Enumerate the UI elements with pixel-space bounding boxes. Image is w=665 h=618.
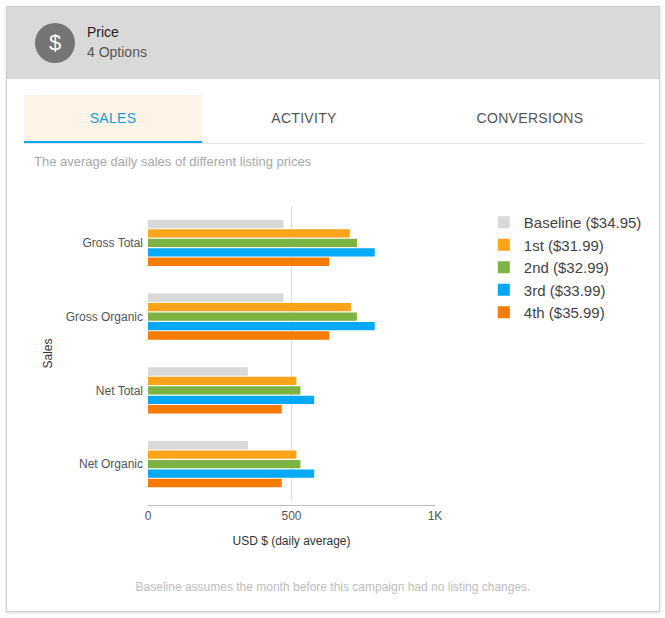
svg-text:0: 0 <box>145 509 152 523</box>
svg-text:1st ($31.99): 1st ($31.99) <box>524 237 604 254</box>
svg-text:USD $ (daily average): USD $ (daily average) <box>232 534 350 548</box>
svg-text:3rd ($33.99): 3rd ($33.99) <box>524 282 606 299</box>
svg-text:1K: 1K <box>428 509 443 523</box>
html-text:ACTIVITY: ACTIVITY <box>271 110 337 126</box>
svg-text:4th ($35.99): 4th ($35.99) <box>524 304 605 321</box>
html-text:Baseline assumes the month bef: Baseline assumes the month before this c… <box>135 580 531 594</box>
svg-text:Gross Organic: Gross Organic <box>66 310 143 324</box>
svg-text:Net Organic: Net Organic <box>79 457 143 471</box>
html-text:Price: Price <box>87 24 119 40</box>
html-text:CONVERSIONS: CONVERSIONS <box>476 110 584 126</box>
html-text:SALES: SALES <box>89 110 137 126</box>
svg-text:Baseline ($34.95): Baseline ($34.95) <box>524 214 642 231</box>
svg-text:Gross Total: Gross Total <box>83 236 143 250</box>
svg-text:Net Total: Net Total <box>96 384 143 398</box>
svg-text:500: 500 <box>281 509 301 523</box>
svg-text:Sales: Sales <box>41 338 55 368</box>
html-text:4 Options: 4 Options <box>87 44 147 60</box>
html-text:The average daily sales of dif: The average daily sales of different lis… <box>34 154 312 169</box>
svg-text:2nd ($32.99): 2nd ($32.99) <box>524 259 609 276</box>
